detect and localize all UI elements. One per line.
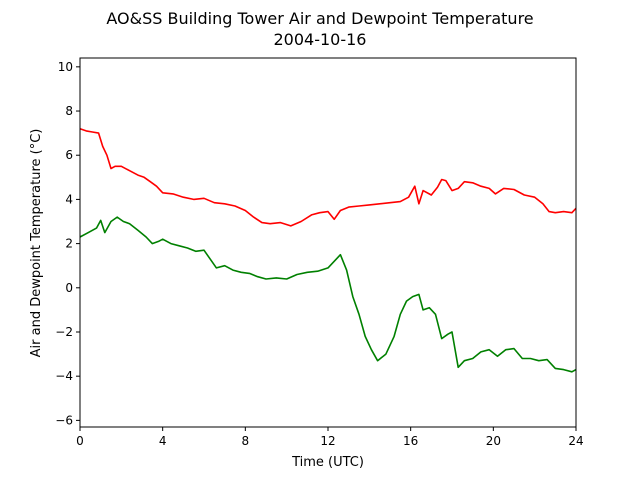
x-tick-label: 16	[403, 434, 418, 448]
y-axis-ticks: −6 −4 −2 0 2 4 6 8 10	[55, 60, 80, 427]
plot-series	[79, 127, 577, 373]
x-axis-ticks: 0 4 8 12 16 20 24	[76, 427, 584, 448]
x-tick-label: 24	[568, 434, 583, 448]
series-line-2	[79, 216, 577, 373]
x-axis-label: Time (UTC)	[291, 455, 364, 470]
chart-title: AO&SS Building Tower Air and Dewpoint Te…	[106, 9, 533, 28]
y-tick-label: 8	[65, 104, 73, 118]
y-tick-label: 0	[65, 281, 73, 295]
chart-subtitle: 2004-10-16	[274, 30, 367, 49]
x-tick-label: 12	[320, 434, 335, 448]
series-line-1	[79, 127, 577, 227]
x-tick-label: 4	[159, 434, 167, 448]
x-tick-label: 8	[242, 434, 250, 448]
y-axis-label: Air and Dewpoint Temperature (°C)	[29, 129, 44, 358]
y-tick-label: −4	[55, 369, 73, 383]
y-tick-label: −6	[55, 413, 73, 427]
x-tick-label: 0	[76, 434, 84, 448]
y-tick-label: 4	[65, 192, 73, 206]
y-tick-label: −2	[55, 325, 73, 339]
y-tick-label: 2	[65, 237, 73, 251]
y-tick-label: 10	[58, 60, 73, 74]
x-tick-label: 20	[486, 434, 501, 448]
y-tick-label: 6	[65, 148, 73, 162]
